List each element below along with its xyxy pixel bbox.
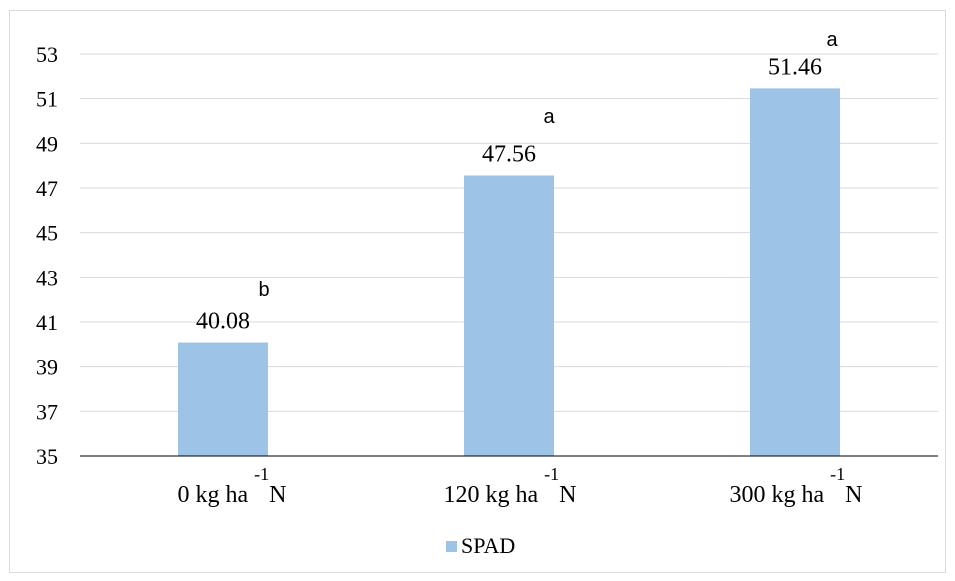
y-tick-label: 45 — [36, 221, 58, 246]
significance-letter: a — [826, 29, 838, 51]
data-labels: 40.08 47.56 51.46 — [196, 54, 822, 334]
x-axis-category-labels: 0 kg ha -1N 120 kg ha -1N 300 kg ha -1N — [178, 464, 863, 508]
x-category-text: 0 kg ha -1N — [178, 464, 287, 508]
y-tick-label: 43 — [36, 265, 58, 290]
data-label: 51.46 — [768, 54, 822, 80]
y-tick-label: 37 — [36, 399, 58, 424]
x-category-label: 0 kg ha -1N — [178, 464, 287, 508]
significance-letter: b — [258, 279, 269, 301]
bars — [178, 88, 840, 456]
y-axis-tick-labels: 35 37 39 41 43 45 47 49 51 53 — [36, 42, 58, 469]
data-label: 47.56 — [482, 141, 536, 167]
x-category-label: 300 kg ha -1N — [730, 464, 863, 508]
y-tick-label: 47 — [36, 176, 58, 201]
y-tick-label: 39 — [36, 355, 58, 380]
bar — [464, 175, 554, 456]
bar — [178, 342, 268, 456]
data-label: 40.08 — [196, 309, 250, 335]
significance-letters: b a a — [258, 29, 838, 301]
x-category-text: 120 kg ha -1N — [444, 464, 577, 508]
y-tick-label: 51 — [36, 87, 58, 112]
legend-label-spad: SPAD — [461, 533, 515, 558]
x-category-label: 120 kg ha -1N — [444, 464, 577, 508]
legend-swatch-spad — [446, 541, 457, 552]
x-category-text: 300 kg ha -1N — [730, 464, 863, 508]
y-tick-label: 53 — [36, 42, 58, 67]
y-tick-label: 41 — [36, 310, 58, 335]
y-tick-label: 35 — [36, 444, 58, 469]
bar — [750, 88, 840, 456]
legend: SPAD — [446, 533, 515, 558]
significance-letter: a — [543, 106, 555, 128]
y-tick-label: 49 — [36, 131, 58, 156]
